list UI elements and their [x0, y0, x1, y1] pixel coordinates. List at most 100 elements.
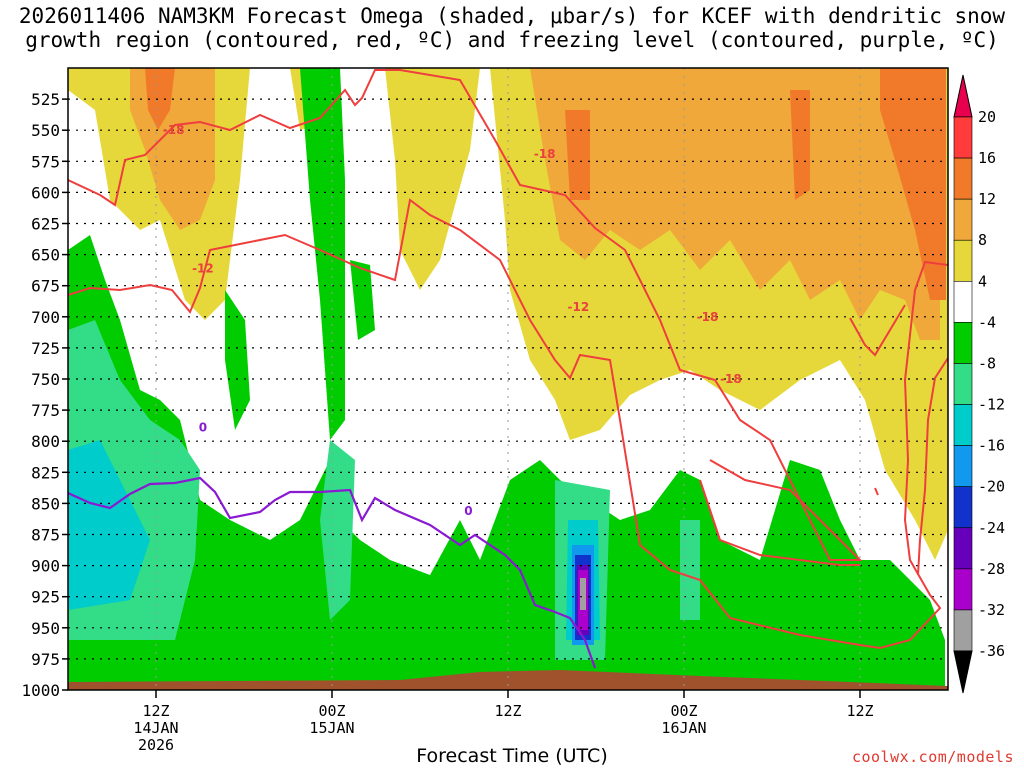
ground-terrain: [68, 670, 948, 690]
y-tick-label: 950: [31, 619, 60, 638]
y-tick-label: 925: [31, 588, 60, 607]
plot-area: [68, 68, 948, 690]
y-tick-label: 700: [31, 308, 60, 327]
y-tick-label: 850: [31, 494, 60, 513]
omega-positive-region: [565, 110, 590, 200]
colorbar-label: -12: [978, 396, 1005, 414]
dgz-contour-label: -18: [697, 310, 719, 324]
colorbar-label: -20: [978, 478, 1005, 496]
omega-positive-region: [385, 68, 480, 290]
x-tick-label: 16JAN: [661, 719, 706, 737]
x-tick-label: 15JAN: [309, 719, 354, 737]
colorbar-segment: [953, 527, 973, 570]
y-tick-label: 550: [31, 121, 60, 140]
y-tick-label: 775: [31, 401, 60, 420]
y-axis: 525 550 575 600 625 650 675 700 725 750 775 800 825 8…: [21, 90, 68, 700]
dgz-contour-label: -12: [568, 300, 590, 314]
dgz-contour-line: [699, 479, 860, 566]
gridlines: [68, 68, 948, 690]
chart-title: 2026011406 NAM3KM Forecast Omega (shaded…: [0, 4, 1024, 52]
y-tick-label: 625: [31, 215, 60, 234]
dgz-contour-label: -12: [192, 261, 214, 275]
y-tick-label: 1000: [21, 681, 60, 700]
x-tick-label: 14JAN: [133, 719, 178, 737]
title-line-1: 2026011406 NAM3KM Forecast Omega (shaded…: [18, 4, 1006, 28]
omega-negative-region: [68, 440, 150, 610]
y-tick-label: 650: [31, 246, 60, 265]
colorbar-segment: [953, 445, 973, 487]
y-tick-label: 675: [31, 277, 60, 296]
colorbar-label: 4: [978, 272, 987, 290]
dgz-contour-label: -18: [534, 147, 556, 161]
title-line-2: growth region (contoured, red, ºC) and f…: [25, 28, 999, 52]
colorbar-label: -28: [978, 560, 1005, 578]
colorbar-segment: [953, 486, 973, 529]
y-tick-label: 825: [31, 463, 60, 482]
colorbar-label: 8: [978, 231, 987, 249]
omega-negative-region: [580, 578, 586, 610]
colorbar-segment: [953, 568, 973, 611]
x-axis-title: Forecast Time (UTC): [416, 745, 608, 767]
colorbar-cap-bottom: [953, 650, 973, 694]
dgz-contour-line: [849, 304, 906, 357]
x-tick-label: 00Z: [318, 702, 345, 720]
y-tick-label: 600: [31, 183, 60, 202]
colorbar-label: -36: [978, 642, 1005, 660]
x-tick-label: 00Z: [670, 702, 697, 720]
x-tick-label: 12Z: [494, 702, 521, 720]
dgz-contour-line: [874, 487, 879, 496]
y-tick-label: 875: [31, 526, 60, 545]
omega-positive-region: [530, 68, 940, 340]
colorbar-label: -24: [978, 519, 1005, 537]
omega-negative-region: [350, 260, 375, 340]
dgz-contour-line: [68, 69, 863, 561]
omega-negative-region: [68, 235, 945, 690]
freezing-level-label: 0: [464, 504, 472, 518]
dgz-contour-line: [917, 357, 948, 576]
colorbar-segment: [953, 281, 973, 323]
y-tick-label: 800: [31, 432, 60, 451]
y-tick-label: 975: [31, 650, 60, 669]
x-tick-label: 12Z: [142, 702, 169, 720]
colorbar-label: 12: [978, 190, 996, 208]
colorbar-label: -8: [978, 354, 996, 372]
colorbar-label: -16: [978, 437, 1005, 455]
y-tick-label: 725: [31, 339, 60, 358]
colorbar: 20 16 12 8 4 -4 -8 -12 -16 -20 -24 -28 -32 -36: [953, 74, 1005, 694]
y-tick-label: 575: [31, 152, 60, 171]
dgz-contour-label: -18: [720, 372, 742, 386]
freezing-level-contour: [68, 476, 597, 669]
credit-link[interactable]: coolwx.com/models: [851, 748, 1014, 766]
omega-shading: [68, 68, 948, 690]
colorbar-segment: [953, 198, 973, 241]
x-tick-label: 2026: [138, 736, 174, 754]
y-tick-label: 525: [31, 90, 60, 109]
omega-positive-region: [880, 68, 946, 300]
omega-negative-region: [680, 520, 700, 620]
y-tick-label: 900: [31, 557, 60, 576]
y-tick-label: 750: [31, 370, 60, 389]
colorbar-segment: [953, 609, 973, 652]
colorbar-segment: [953, 404, 973, 446]
omega-positive-region: [790, 90, 810, 200]
dgz-contour-label: -18: [163, 123, 185, 137]
omega-negative-region: [320, 440, 355, 620]
colorbar-label: 20: [978, 108, 996, 126]
colorbar-label: 16: [978, 149, 996, 167]
dgz-contours: [68, 69, 948, 650]
x-tick-label: 12Z: [846, 702, 873, 720]
colorbar-cap-top: [953, 74, 973, 118]
colorbar-segment: [953, 322, 973, 364]
colorbar-segment: [953, 116, 973, 159]
colorbar-segment: [953, 239, 973, 282]
omega-negative-region: [225, 290, 250, 430]
colorbar-segment: [953, 363, 973, 405]
freezing-level-label: 0: [199, 421, 207, 435]
omega-positive-region: [145, 68, 175, 130]
dgz-contour-line: [68, 198, 948, 650]
colorbar-label: -4: [978, 313, 996, 331]
contour-labels: -18 -18 -18 -18 -12 -12 0 0: [163, 123, 742, 518]
colorbar-segment: [953, 157, 973, 200]
